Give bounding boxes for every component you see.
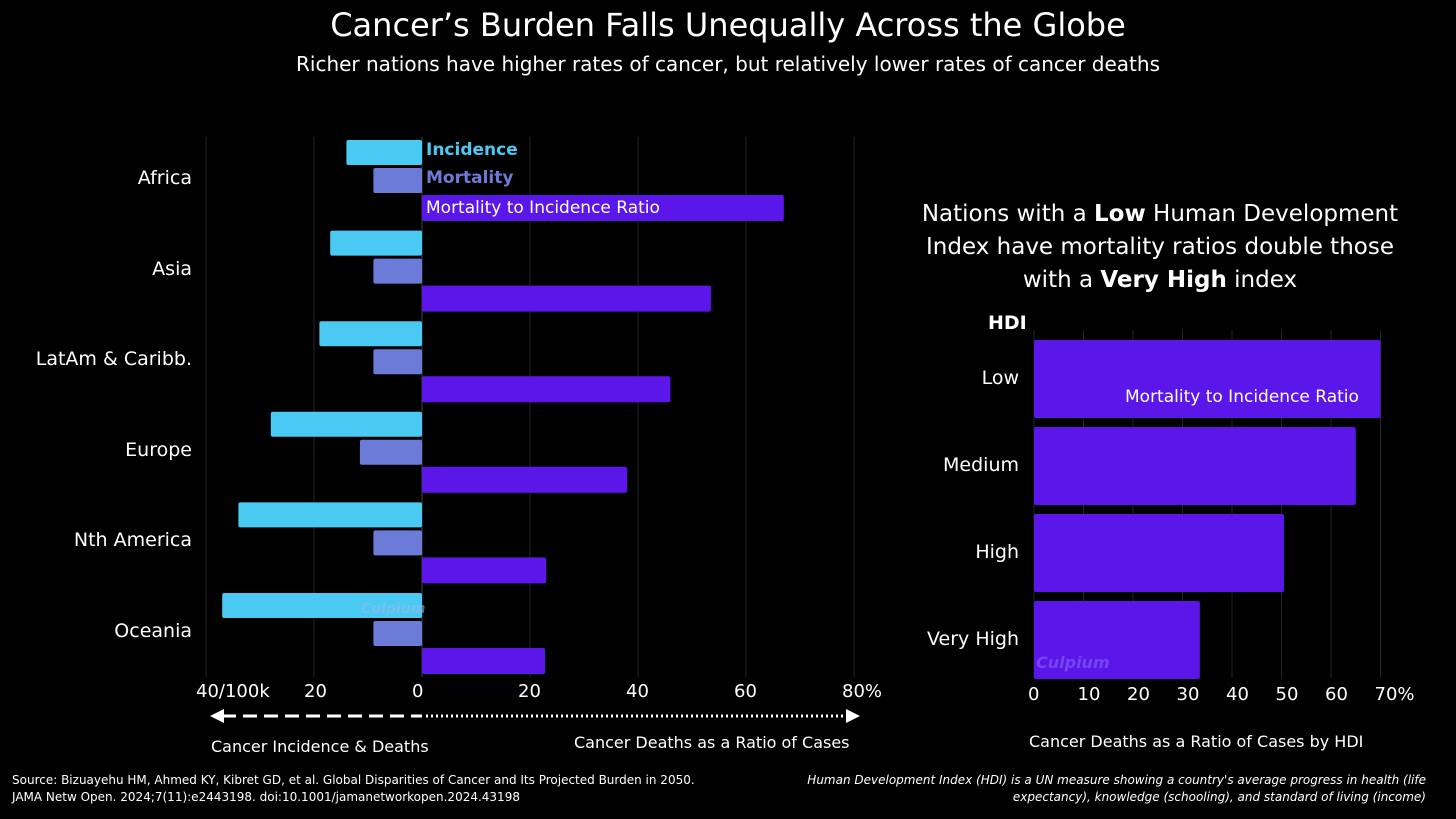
mortality-bar [373,530,422,556]
source-citation: Source: Bizuayehu HM, Ahmed KY, Kibret G… [12,772,695,806]
hdi-tick-label: 0 [1028,684,1040,705]
annotation-part: Human Development Index have mortality r… [926,201,1399,293]
category-label: Europe [125,438,192,461]
tick-label: 20 [304,681,327,702]
hdi-ratio-bar [1034,514,1284,592]
incidence-bar [330,230,422,256]
hdi-tick-label: 60 [1325,684,1348,705]
annotation-part: index [1226,267,1298,293]
hdi-tick-label: 40 [1226,684,1249,705]
chart-subtitle: Richer nations have higher rates of canc… [296,52,1160,76]
left-axis-label: Cancer Incidence & Deaths [211,737,429,756]
mortality-bar [373,349,422,375]
ratio-bar [422,285,711,312]
ratio-bar [422,648,546,674]
mortality-bar [373,168,422,193]
hdi-ratio-bar [1034,601,1200,679]
ratio-bar [422,557,547,584]
hdi-category-label: High [975,541,1019,563]
source-line-2: JAMA Netw Open. 2024;7(11):e2443198. doi… [12,790,520,804]
hdi-category-label: Low [981,367,1019,389]
category-label: Asia [152,257,192,280]
source-line-1: Source: Bizuayehu HM, Ahmed KY, Kibret G… [12,773,695,787]
incidence-bar [319,321,422,347]
tick-label: 40/100k [196,681,270,702]
ratio-bar [422,376,671,403]
tick-label: 0 [412,681,424,702]
incidence-bar [222,593,422,618]
tick-label: 20 [518,681,541,702]
hdi-footnote: Human Development Index (HDI) is a UN me… [807,773,1426,804]
ratio-bar [422,466,628,493]
tick-label: 40 [626,681,649,702]
watermark: Culpium [361,601,426,617]
hdi-tick-label: 70% [1374,684,1415,705]
tick-label: 60 [734,681,757,702]
hdi-header: HDI [988,312,1027,334]
category-label: Africa [137,167,192,189]
left-arrow-head [210,709,224,723]
legend-ratio: Mortality to Incidence Ratio [426,198,660,218]
hdi-tick-label: 10 [1077,684,1101,705]
chart-title: Cancer’s Burden Falls Unequally Across t… [330,6,1126,44]
hdi-category-label: Medium [943,454,1019,476]
ratio-bar [422,195,784,221]
mortality-bar [373,621,422,646]
mortality-bar [359,439,422,465]
hdi-tick-label: 20 [1127,684,1150,705]
hdi-ratio-bar [1034,427,1356,505]
incidence-bar [346,140,422,165]
annotation-part: Low [1094,201,1146,227]
right-axis-label: Cancer Deaths as a Ratio of Cases [574,733,850,752]
legend-incidence: Incidence [426,140,518,160]
legend-mortality: Mortality [426,168,514,188]
hdi-series-label: Mortality to Incidence Ratio [1125,387,1359,407]
hdi-watermark: Culpium [1036,653,1110,672]
hdi-tick-label: 50 [1275,684,1299,705]
tick-label: 80% [842,681,883,702]
incidence-bar [270,411,422,437]
hdi-annotation: Nations with a Low Human Development Ind… [900,198,1420,297]
incidence-bar [238,502,422,528]
annotation-part: Very High [1100,267,1227,293]
hdi-axis-label: Cancer Deaths as a Ratio of Cases by HDI [1029,732,1364,751]
category-label: Oceania [114,620,192,642]
category-label: Nth America [73,529,192,552]
category-label: LatAm & Caribb. [35,348,192,371]
right-arrow-head [846,709,860,723]
mortality-bar [373,258,422,284]
hdi-ratio-bar [1034,340,1381,418]
hdi-tick-label: 30 [1176,684,1200,705]
hdi-category-label: Very High [927,628,1019,650]
annotation-part: Nations with a [921,201,1095,227]
